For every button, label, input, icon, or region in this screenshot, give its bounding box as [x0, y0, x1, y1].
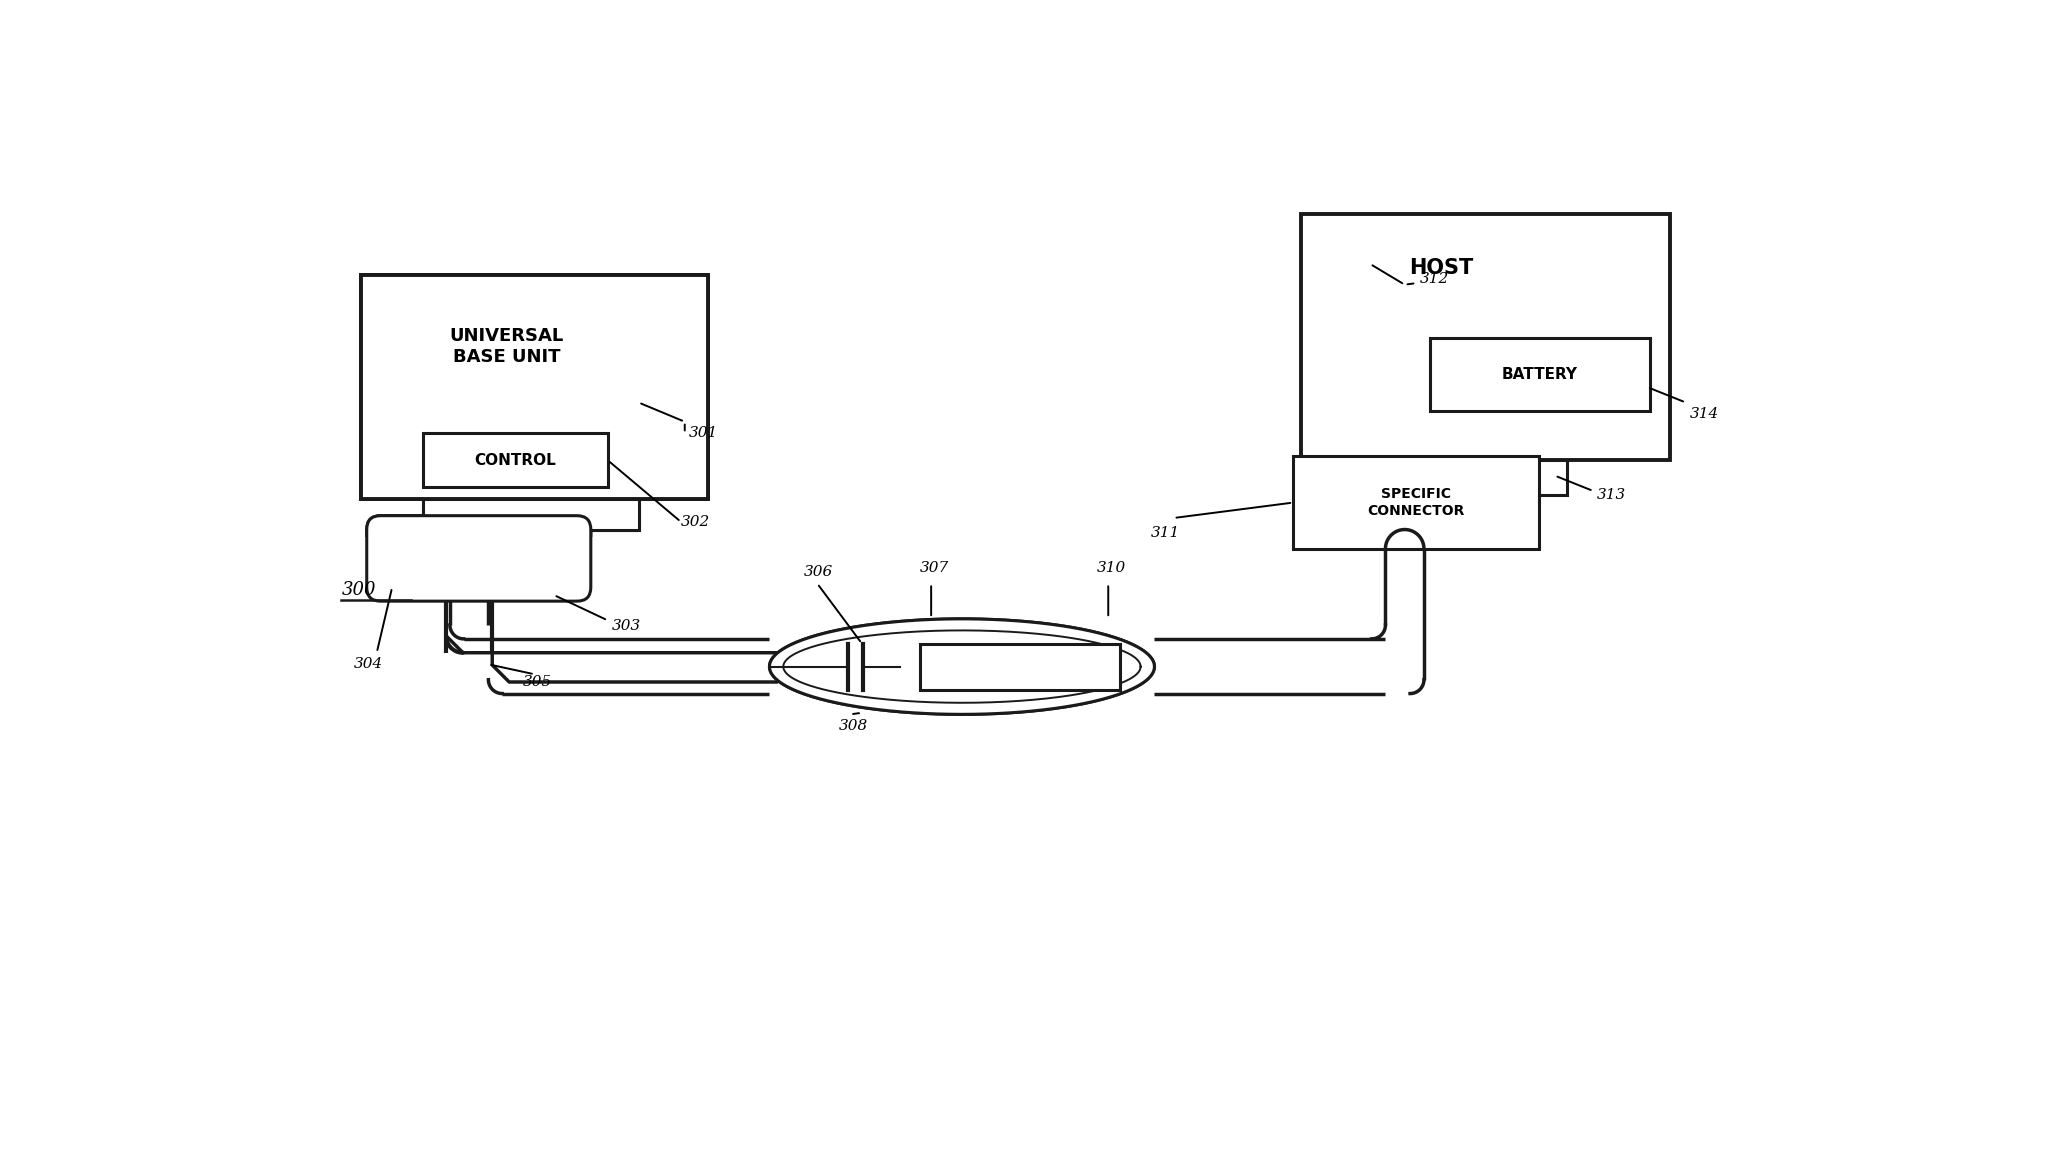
Text: 301: 301 [688, 427, 717, 441]
Bar [422, 499, 639, 529]
Bar [422, 434, 609, 487]
Text: 311: 311 [1152, 526, 1180, 540]
FancyBboxPatch shape [367, 515, 590, 602]
Text: 314: 314 [1690, 407, 1719, 421]
Text: 310: 310 [1096, 561, 1127, 575]
Bar [422, 499, 639, 529]
Bar [1404, 461, 1567, 494]
Text: BATTERY: BATTERY [1502, 367, 1578, 382]
Text: UNIVERSAL
BASE UNIT: UNIVERSAL BASE UNIT [449, 323, 563, 361]
Text: 308: 308 [838, 719, 869, 733]
Bar [920, 644, 1121, 690]
Text: 304: 304 [354, 658, 383, 672]
Text: 306: 306 [803, 564, 834, 578]
Polygon shape [770, 619, 1154, 715]
Bar [1430, 338, 1649, 410]
Bar [422, 434, 609, 487]
Text: 302: 302 [680, 515, 711, 529]
Text: 305: 305 [522, 675, 553, 689]
Text: 313: 313 [1598, 487, 1627, 501]
Text: CONTROL: CONTROL [475, 452, 555, 468]
Text: 300: 300 [342, 581, 377, 598]
Bar [361, 275, 707, 499]
Text: PROTECTION: PROTECTION [969, 660, 1070, 674]
Text: 303: 303 [611, 619, 641, 633]
Text: 312: 312 [1420, 273, 1449, 287]
Bar [1293, 456, 1539, 549]
Bar [1301, 213, 1670, 461]
Text: CONTROL: CONTROL [475, 452, 555, 468]
Polygon shape [770, 619, 1154, 715]
Text: 307: 307 [920, 561, 949, 575]
Text: UNIVERSAL
BASE UNIT: UNIVERSAL BASE UNIT [449, 328, 563, 366]
Text: SPECIFIC
CONNECTOR: SPECIFIC CONNECTOR [1367, 487, 1465, 518]
Bar [361, 275, 707, 499]
Bar [262, 538, 838, 730]
FancyBboxPatch shape [367, 515, 590, 602]
Text: HOST: HOST [1410, 258, 1473, 278]
